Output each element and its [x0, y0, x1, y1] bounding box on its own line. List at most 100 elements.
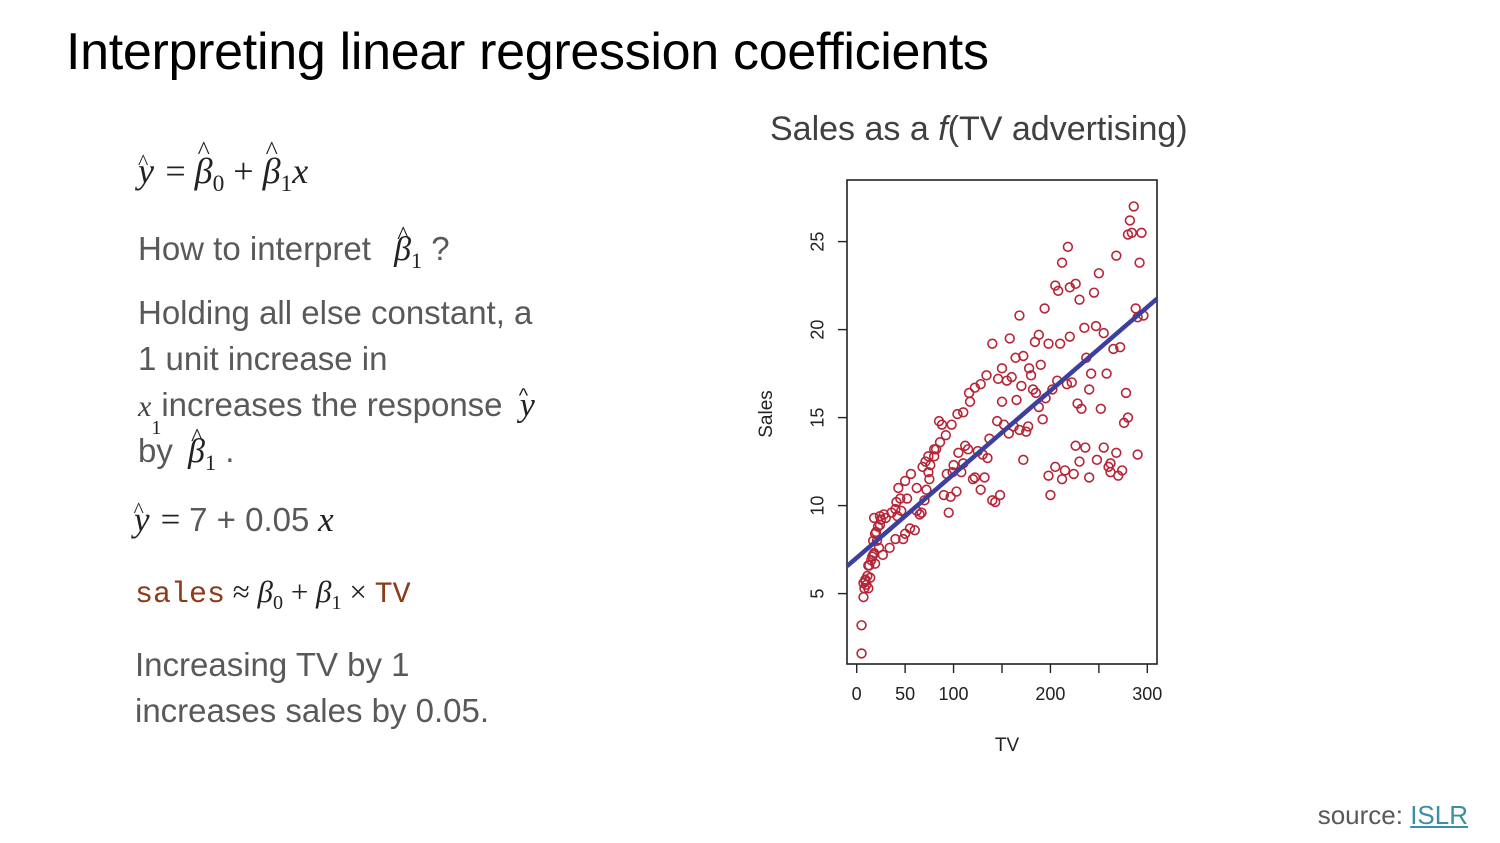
interpretation-line-3: x1increases the response y^ — [138, 385, 535, 439]
data-point — [1052, 285, 1064, 297]
conclusion: Increasing TV by 1 increases sales by 0.… — [135, 642, 489, 734]
source-link[interactable]: ISLR — [1410, 800, 1468, 830]
data-point — [856, 648, 867, 659]
data-point — [1111, 447, 1122, 458]
data-point — [1079, 322, 1090, 334]
data-point — [858, 591, 869, 603]
data-point — [923, 451, 934, 462]
data-point — [1114, 342, 1126, 353]
question-suffix: ? — [431, 230, 450, 267]
data-point — [1098, 327, 1109, 339]
data-point — [934, 437, 946, 448]
data-point — [946, 419, 957, 430]
regression-equation: y^ = β0 + β1x — [138, 136, 308, 198]
data-point — [953, 447, 964, 458]
data-point — [1108, 343, 1119, 355]
data-point — [1062, 241, 1074, 253]
data-point — [945, 491, 956, 502]
x-tick-label: 200 — [1035, 684, 1065, 704]
data-point — [874, 519, 886, 531]
data-point — [979, 472, 990, 483]
data-point — [1128, 201, 1139, 212]
data-point — [868, 512, 880, 524]
y-tick-label: 5 — [808, 589, 828, 599]
data-point — [1091, 454, 1103, 466]
data-point — [1006, 371, 1017, 383]
data-point — [909, 525, 921, 536]
data-point — [1085, 368, 1097, 379]
interpretation-line-2: 1 unit increase in — [138, 340, 388, 377]
data-point — [1066, 377, 1077, 388]
data-point — [996, 363, 1008, 374]
data-point — [951, 486, 962, 497]
data-point — [863, 560, 874, 571]
data-point — [890, 533, 901, 545]
chart-title-f: f — [938, 110, 948, 148]
data-point — [916, 507, 927, 518]
data-point — [891, 496, 902, 508]
data-point — [901, 493, 913, 504]
interpret-question: How to interpret β1 ? — [138, 213, 450, 284]
data-point — [1064, 282, 1076, 293]
data-point — [1037, 414, 1048, 425]
data-point — [1004, 333, 1015, 344]
response-text: increases the response — [161, 386, 503, 423]
data-point — [871, 535, 883, 546]
data-point — [886, 507, 897, 518]
data-point — [1105, 458, 1116, 469]
model-equation: sales ≈ β0 + β1 × TV — [135, 574, 411, 615]
data-point — [1074, 294, 1085, 305]
x-tick-label: 50 — [895, 684, 915, 704]
data-point — [982, 452, 993, 464]
data-point — [1030, 387, 1042, 399]
data-point — [904, 523, 916, 534]
data-point — [1134, 257, 1145, 268]
question-prefix: How to interpret — [138, 230, 371, 267]
data-point — [1080, 442, 1091, 453]
data-point — [1126, 227, 1138, 238]
chart-title-prefix: Sales as a — [770, 110, 939, 148]
data-point — [928, 451, 940, 462]
data-point — [987, 338, 998, 349]
data-point — [981, 370, 992, 381]
x-tick-label: 100 — [939, 684, 969, 704]
data-point — [1101, 368, 1112, 379]
data-point — [1025, 370, 1037, 381]
slide-title: Interpreting linear regression coefficie… — [66, 23, 989, 81]
data-point — [869, 528, 881, 539]
fitted-coefficients: 7 + 0.05 — [189, 501, 310, 538]
data-point — [856, 620, 867, 631]
data-point — [1088, 287, 1100, 298]
data-point — [964, 396, 976, 407]
interpretation-line-4: by β1 . — [138, 415, 234, 486]
by-text: by — [138, 432, 173, 469]
data-point — [1061, 378, 1073, 390]
data-point — [921, 484, 932, 495]
data-point — [1111, 250, 1122, 261]
data-point — [1050, 280, 1061, 291]
data-point — [893, 482, 904, 494]
data-point — [897, 533, 909, 545]
y-axis-label: Sales — [756, 390, 777, 438]
data-point — [963, 387, 975, 399]
data-point — [860, 574, 871, 585]
source-attribution: source: ISLR — [1318, 800, 1468, 831]
data-point — [1068, 468, 1079, 480]
data-point — [948, 459, 959, 471]
data-point — [994, 489, 1006, 501]
data-point — [1070, 440, 1081, 451]
data-point — [938, 489, 950, 501]
data-point — [1016, 380, 1027, 392]
data-point — [1120, 387, 1132, 399]
data-point — [1083, 384, 1095, 395]
data-point — [992, 373, 1004, 385]
data-point — [1014, 424, 1025, 436]
data-point — [1010, 352, 1021, 363]
data-point — [905, 468, 917, 480]
x-tick-label: 0 — [852, 684, 862, 704]
data-point — [962, 444, 974, 455]
data-point — [1018, 454, 1029, 466]
data-point — [969, 382, 981, 393]
data-point — [1045, 489, 1056, 501]
data-point — [884, 542, 895, 554]
